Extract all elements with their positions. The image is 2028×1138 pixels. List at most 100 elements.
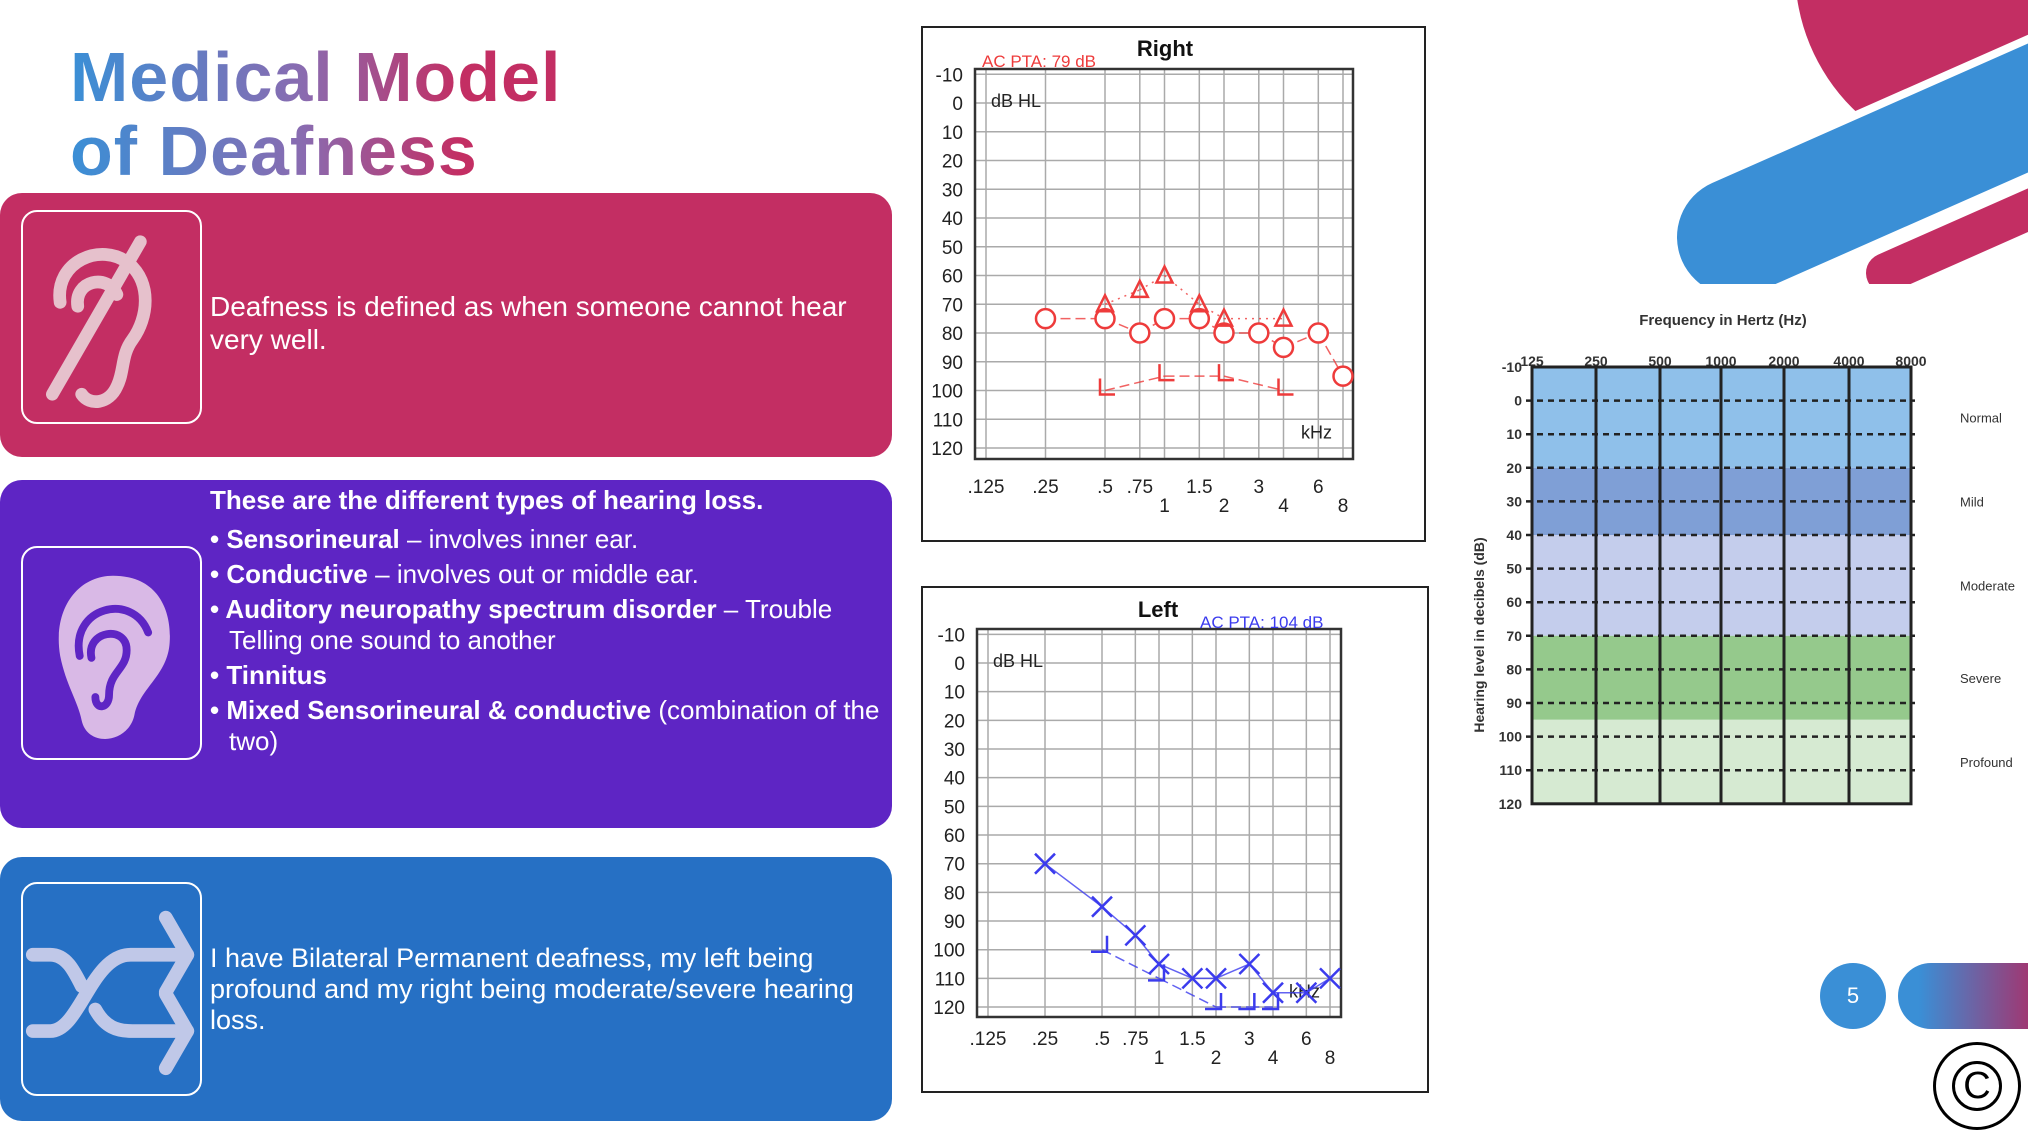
y-tick-label: 80 (1506, 661, 1522, 677)
item-description: – involves inner ear. (399, 524, 639, 554)
band-label: Mild (1960, 494, 1984, 509)
item-description: – involves out or middle ear. (367, 559, 699, 589)
item-description: – Trouble Telling one sound to another (229, 594, 833, 655)
audiogram-frame (921, 586, 1429, 1093)
x-tick-label: 1 (1154, 1048, 1165, 1069)
data-point-bone-conduction (1262, 993, 1280, 1011)
y-tick-label: 120 (933, 998, 965, 1019)
item-term: Tinnitus (226, 660, 327, 690)
y-tick-label: 40 (944, 769, 965, 790)
definition-text: Deafness is defined as when someone cann… (210, 291, 847, 355)
x-tick-label: 8 (1325, 1048, 1336, 1069)
right-ear-audiogram: -10 0 10 20 30 40 50 60 70 80 90 100 110 120.125 .25 .5… (921, 26, 1426, 542)
y-tick-label: 120 (1499, 796, 1523, 812)
shuffle-icon (21, 882, 202, 1096)
y-tick-label: 50 (944, 797, 965, 818)
hearing-impaired-icon (21, 210, 202, 424)
y-tick-label: 60 (1506, 594, 1522, 610)
y-tick-label: 50 (1506, 561, 1522, 577)
series-connector (1215, 963, 1250, 980)
x-tick-label: .75 (1122, 1029, 1148, 1050)
y-tick-label: 100 (933, 941, 965, 962)
page-number: 5 (1820, 963, 1886, 1029)
series-connector (1101, 949, 1160, 980)
x-tick-label: 8 (1338, 496, 1349, 517)
y-unit-label: dB HL (993, 651, 1043, 671)
plot-border (975, 627, 1343, 1019)
personal-panel: I have Bilateral Permanent deafness, my … (0, 857, 892, 1121)
data-point-triangle (1129, 278, 1150, 299)
band-label: Normal (1960, 410, 2002, 425)
data-point-cross (1124, 924, 1147, 947)
y-tick-label: 110 (1499, 762, 1522, 778)
list-item: Conductive – involves out or middle ear. (210, 559, 890, 590)
y-tick-label: 70 (942, 295, 963, 316)
item-term: Sensorineural (226, 524, 400, 554)
data-point-cross (1205, 967, 1227, 990)
data-point-bone-conduction (1217, 364, 1234, 382)
x-tick-label: .25 (1032, 1029, 1058, 1050)
y-tick-label: -10 (938, 625, 965, 646)
list-item: Auditory neuropathy spectrum disorder – … (210, 594, 890, 656)
x-tick-label: 250 (1584, 353, 1608, 369)
y-tick-label: 100 (1499, 729, 1523, 745)
plot-border (1530, 365, 1913, 806)
y-tick-label: 30 (942, 180, 963, 201)
data-point-cross (1319, 967, 1341, 990)
list-item: Sensorineural – involves inner ear. (210, 524, 890, 555)
data-point-circle (1307, 322, 1330, 344)
audiogram-title: Left (1138, 597, 1179, 622)
x-tick-label: .25 (1032, 477, 1058, 498)
x-tick-label: 2 (1219, 496, 1230, 517)
x-tick-label: 6 (1301, 1029, 1312, 1050)
x-tick-label: 6 (1313, 477, 1324, 498)
data-point-triangle (1094, 292, 1116, 313)
data-point-cross (1262, 981, 1284, 1004)
corner-decoration (1669, 0, 2028, 284)
data-point-circle (1129, 322, 1151, 344)
series-connector (1104, 375, 1165, 392)
y-tick-label: 30 (944, 740, 965, 761)
y-tick-label: 70 (1506, 628, 1522, 644)
data-point-circle (1094, 307, 1116, 330)
hearing-loss-classification-chart: Normal Mild Moderate Severe Profound -10 0 10 20… (1471, 312, 2015, 812)
list-item: Mixed Sensorineural & conductive (combin… (210, 695, 890, 757)
data-point-cross (1034, 852, 1056, 875)
item-term: Mixed Sensorineural & conductive (226, 695, 652, 725)
data-point-circle (1034, 307, 1057, 330)
y-tick-label: 10 (1506, 426, 1522, 442)
series-connector (1223, 375, 1284, 392)
personal-text: I have Bilateral Permanent deafness, my … (210, 943, 854, 1035)
y-tick-label: 20 (1506, 460, 1522, 476)
data-point-bone-conduction (1238, 993, 1256, 1011)
x-tick-label: .5 (1097, 477, 1113, 498)
y-tick-label: -10 (1502, 359, 1522, 375)
x-tick-label: 125 (1520, 353, 1544, 369)
y-tick-label: 0 (1514, 393, 1522, 409)
series-connector (1198, 303, 1225, 320)
y-tick-label: 60 (944, 826, 965, 847)
x-tick-label: 1 (1159, 496, 1170, 517)
y-tick-label: 110 (933, 410, 963, 431)
types-content: These are the different types of hearing… (210, 484, 890, 761)
data-point-cross (1148, 953, 1170, 975)
data-point-bone-conduction (1098, 378, 1115, 396)
data-point-circle (1248, 322, 1270, 344)
pta-annotation: AC PTA: 104 dB (1200, 613, 1323, 632)
y-tick-label: 90 (1506, 695, 1522, 711)
x-tick-label: 1.5 (1179, 1029, 1205, 1050)
data-point-circle (1332, 365, 1354, 387)
y-tick-label: 30 (1506, 493, 1522, 509)
x-tick-label: 500 (1648, 353, 1672, 369)
x-tick-label: 2 (1211, 1048, 1222, 1069)
x-tick-label: 4 (1278, 496, 1289, 517)
y-tick-label: 120 (931, 439, 963, 460)
data-point-circle (1213, 322, 1235, 344)
band-label: Moderate (1960, 578, 2015, 593)
data-point-bone-conduction (1158, 364, 1175, 382)
decoration-blue-stripe (1677, 43, 2028, 284)
decoration-pink-stripe (1866, 188, 2028, 284)
y-tick-label: 40 (1506, 527, 1522, 543)
x-tick-label: .5 (1094, 1029, 1110, 1050)
x-tick-label: 3 (1254, 477, 1265, 498)
